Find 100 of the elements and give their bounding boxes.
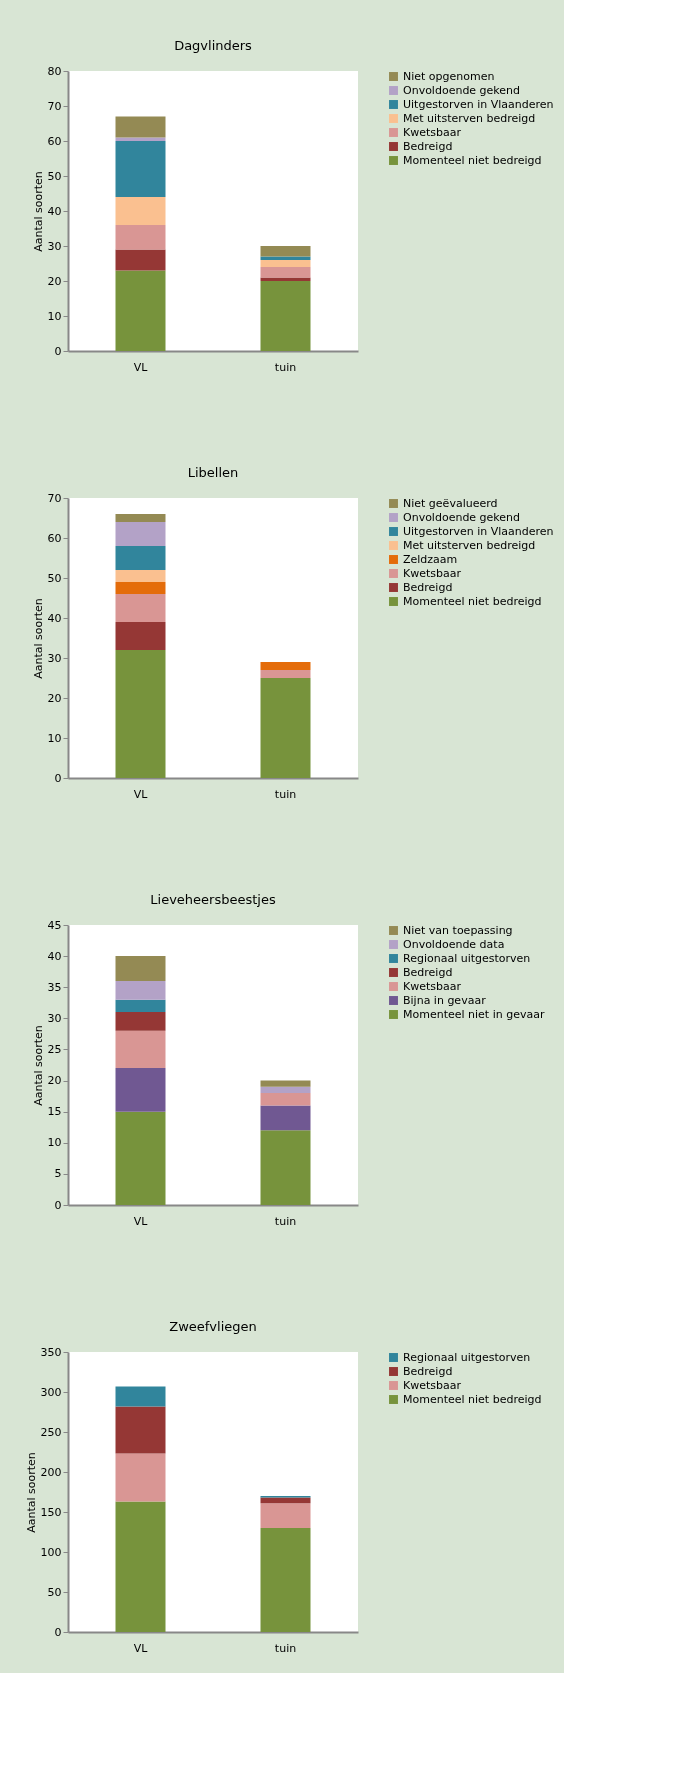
- x-tick-label: VL: [133, 1641, 149, 1655]
- y-tick-label: 350: [40, 1345, 62, 1359]
- chart-title: Dagvlinders: [174, 38, 253, 53]
- x-tick-label: tuin: [274, 1641, 297, 1655]
- y-tick-label: 0: [54, 344, 62, 358]
- bar: [115, 141, 166, 197]
- legend-label: Kwetsbaar: [403, 1378, 462, 1392]
- bar: [115, 956, 166, 981]
- y-tick-label: 70: [47, 491, 62, 505]
- y-tick-label: 250: [40, 1425, 62, 1439]
- bar: [115, 249, 166, 271]
- y-tick-label: 30: [47, 1011, 62, 1025]
- y-tick-label: 60: [47, 134, 62, 148]
- y-tick-label: 80: [47, 64, 62, 78]
- bar: [115, 1111, 166, 1205]
- legend-label: Kwetsbaar: [403, 979, 462, 993]
- bar: [115, 197, 166, 225]
- bar: [260, 1086, 311, 1093]
- y-tick-label: 50: [47, 1585, 62, 1599]
- y-tick-label: 200: [40, 1465, 62, 1479]
- y-tick-label: 40: [47, 204, 62, 218]
- bar: [115, 514, 166, 522]
- y-tick-label: 40: [47, 949, 62, 963]
- legend-label: Niet geëvalueerd: [403, 496, 498, 510]
- bar: [115, 225, 166, 250]
- legend-label: Kwetsbaar: [403, 566, 462, 580]
- y-tick-label: 40: [47, 611, 62, 625]
- bar: [260, 1093, 311, 1106]
- bar: [260, 1080, 311, 1087]
- y-tick-label: 50: [47, 169, 62, 183]
- legend-label: Met uitsterven bedreigd: [403, 538, 536, 552]
- y-axis-title: Aantal soorten: [24, 1452, 38, 1533]
- y-tick-label: 35: [47, 980, 62, 994]
- y-tick-label: 30: [47, 651, 62, 665]
- bar: [260, 1130, 311, 1205]
- y-tick-label: 0: [54, 1198, 62, 1212]
- legend-label: Onvoldoende gekend: [403, 83, 521, 97]
- y-tick-label: 30: [47, 239, 62, 253]
- legend-label: Met uitsterven bedreigd: [403, 111, 536, 125]
- y-axis-title: Aantal soorten: [31, 598, 45, 679]
- y-tick-label: 300: [40, 1385, 62, 1399]
- y-axis-title: Aantal soorten: [31, 1025, 45, 1106]
- y-tick-label: 20: [47, 1074, 62, 1088]
- y-tick-label: 20: [47, 691, 62, 705]
- y-tick-label: 50: [47, 571, 62, 585]
- bar: [115, 1501, 166, 1632]
- legend-label: Niet van toepassing: [403, 923, 513, 937]
- y-tick-label: 70: [47, 99, 62, 113]
- bar: [115, 594, 166, 622]
- y-tick-label: 5: [54, 1167, 62, 1181]
- y-tick-label: 10: [47, 1136, 62, 1150]
- x-tick-label: tuin: [274, 360, 297, 374]
- bar: [115, 582, 166, 594]
- legend-label: Bedreigd: [403, 1364, 453, 1378]
- bar: [115, 999, 166, 1013]
- x-tick-label: tuin: [274, 1214, 297, 1228]
- chart-title: Libellen: [187, 465, 239, 480]
- bar: [260, 670, 311, 678]
- y-tick-label: 25: [47, 1042, 62, 1056]
- x-tick-label: tuin: [274, 787, 297, 801]
- y-tick-label: 0: [54, 771, 62, 785]
- bar: [115, 116, 166, 138]
- x-tick-label: VL: [133, 360, 149, 374]
- bar: [115, 981, 166, 1000]
- y-tick-label: 20: [47, 274, 62, 288]
- legend-label: Momenteel niet in gevaar: [403, 1007, 545, 1021]
- bar: [115, 1030, 166, 1069]
- bar: [260, 267, 311, 278]
- legend-label: Momenteel niet bedreigd: [403, 153, 542, 167]
- legend-label: Bedreigd: [403, 139, 453, 153]
- legend-label: Regionaal uitgestorven: [403, 1350, 531, 1364]
- y-tick-label: 10: [47, 309, 62, 323]
- y-tick-label: 0: [54, 1625, 62, 1639]
- bar: [115, 1386, 166, 1407]
- legend-label: Uitgestorven in Vlaanderen: [403, 97, 554, 111]
- y-tick-label: 45: [47, 918, 62, 932]
- legend-label: Momenteel niet bedreigd: [403, 1392, 542, 1406]
- bar: [115, 650, 166, 778]
- bar: [260, 246, 311, 257]
- legend-label: Kwetsbaar: [403, 125, 462, 139]
- bar: [260, 281, 311, 351]
- bar: [115, 270, 166, 351]
- y-tick-label: 150: [40, 1505, 62, 1519]
- legend-label: Bedreigd: [403, 965, 453, 979]
- y-tick-label: 60: [47, 531, 62, 545]
- legend-label: Niet opgenomen: [403, 69, 495, 83]
- y-axis-title: Aantal soorten: [31, 171, 45, 252]
- bar: [260, 1528, 311, 1632]
- bar: [115, 546, 166, 570]
- chart-title: Lieveheersbeestjes: [150, 892, 276, 907]
- y-tick-label: 15: [47, 1105, 62, 1119]
- bar: [260, 1503, 311, 1528]
- bar: [260, 678, 311, 778]
- legend-label: Uitgestorven in Vlaanderen: [403, 524, 554, 538]
- legend-label: Bedreigd: [403, 580, 453, 594]
- bar: [115, 522, 166, 546]
- bar: [260, 260, 311, 267]
- legend-label: Onvoldoende data: [403, 937, 505, 951]
- y-tick-label: 100: [40, 1545, 62, 1559]
- bar: [115, 1453, 166, 1502]
